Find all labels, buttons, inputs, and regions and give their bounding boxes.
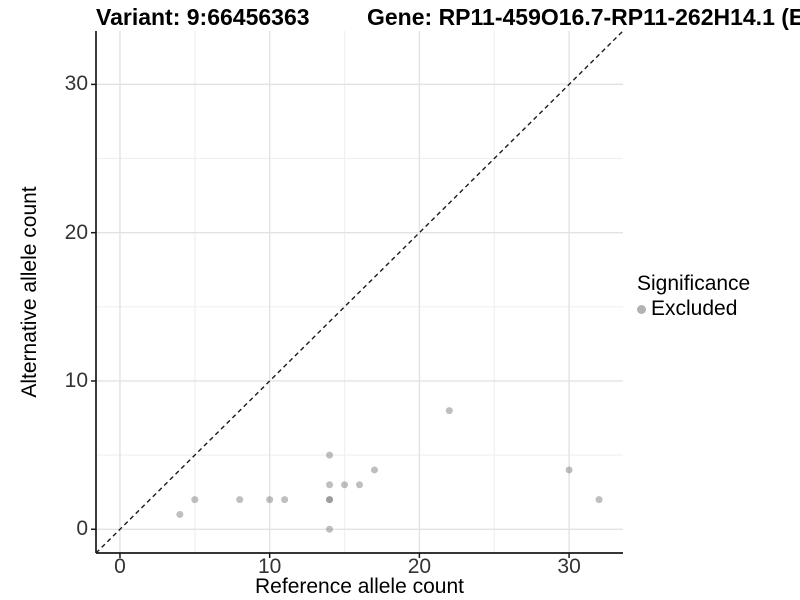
- plot-canvas: [91, 30, 624, 558]
- data-point: [326, 481, 334, 489]
- legend-title: Significance: [637, 272, 751, 295]
- data-point: [326, 525, 334, 533]
- y-tick-label: 30: [64, 72, 88, 96]
- data-point: [445, 407, 453, 415]
- x-tick-label: 0: [114, 555, 126, 578]
- legend-item-label: Excluded: [651, 297, 738, 320]
- data-point: [341, 481, 349, 489]
- data-point: [326, 496, 334, 504]
- data-point: [595, 496, 603, 504]
- legend: Significance Excluded: [637, 272, 750, 321]
- data-point: [565, 466, 573, 474]
- data-point: [236, 496, 244, 504]
- data-point: [356, 481, 363, 489]
- data-point: [176, 510, 184, 518]
- x-tick-label: 10: [257, 555, 282, 578]
- y-tick-label: 10: [64, 368, 88, 392]
- legend-key-dot-icon: [637, 304, 646, 314]
- x-tick-label: 20: [407, 555, 432, 578]
- y-tick-label: 20: [64, 220, 88, 244]
- plot-panel: [91, 30, 624, 558]
- data-point: [191, 496, 199, 504]
- data-point: [266, 496, 274, 504]
- data-point: [370, 466, 378, 474]
- y-tick-label: 0: [76, 517, 88, 541]
- data-point: [326, 496, 334, 504]
- data-point: [281, 496, 289, 504]
- legend-item-excluded: Excluded: [637, 297, 750, 321]
- x-tick-label: 30: [557, 555, 581, 578]
- x-axis-title: Reference allele count: [255, 575, 464, 598]
- data-point: [326, 451, 334, 459]
- plot-title-variant: Variant: 9:66456363: [96, 4, 310, 30]
- plot-title-gene: Gene: RP11-459O16.7-RP11-262H14.1 (ENSG0: [367, 4, 800, 30]
- identity-line: [95, 30, 624, 554]
- y-axis-title: Alternative allele count: [18, 186, 41, 398]
